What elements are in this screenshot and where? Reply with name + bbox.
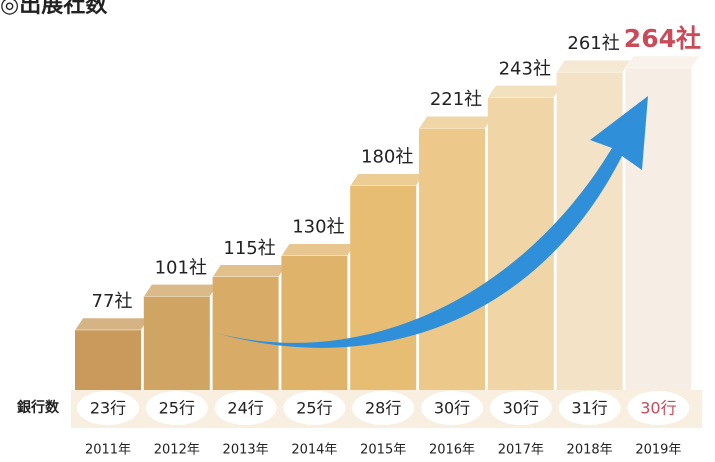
x-tick-label: 2012年 [154,443,200,458]
bar [281,256,347,390]
value-label: 221社 [430,89,482,110]
x-tick-label: 2015年 [360,443,406,458]
bar [144,296,210,390]
bar-top [75,318,149,330]
value-label: 130社 [292,217,344,238]
bank-count: 23行 [90,399,126,418]
value-label: 180社 [361,147,413,168]
x-tick-label: 2017年 [498,443,544,458]
bar-top [350,174,424,186]
bar-top [625,56,699,68]
x-tick-label: 2016年 [429,443,475,458]
x-tick-label: 2011年 [85,443,131,458]
bank-count: 25行 [296,399,332,418]
bar-top [419,116,493,128]
bank-count: 25行 [159,399,195,418]
bar [213,277,279,390]
x-tick-label: 2014年 [291,443,337,458]
value-label: 261社 [567,33,619,54]
value-label: 101社 [155,257,207,278]
bank-count: 24行 [227,399,263,418]
value-label: 264社 [624,24,701,53]
bar-top [281,244,355,256]
bar [350,186,416,390]
chart: ◎出展社数 銀行数 77社 23行 2011年 101社 25行 2012年 115社 24行… [0,0,715,462]
x-tick-label: 2018年 [567,443,613,458]
value-label: 115社 [223,238,275,259]
value-label: 243社 [499,58,551,79]
bar-top [144,284,218,296]
bank-count-label: 銀行数 [17,399,60,416]
bank-count: 31行 [571,399,607,418]
bar [75,330,141,390]
bar-top [557,60,631,72]
bar-top [488,85,562,97]
bar [419,128,485,390]
bank-count: 30行 [503,399,539,418]
x-tick-label: 2019年 [635,443,681,458]
bank-count: 30行 [640,399,676,418]
bank-count: 30行 [434,399,470,418]
chart-title: ◎出展社数 [0,0,108,18]
bank-count: 28行 [365,399,401,418]
x-tick-label: 2013年 [223,443,269,458]
value-label: 77社 [92,291,133,312]
bar-top [213,265,287,277]
